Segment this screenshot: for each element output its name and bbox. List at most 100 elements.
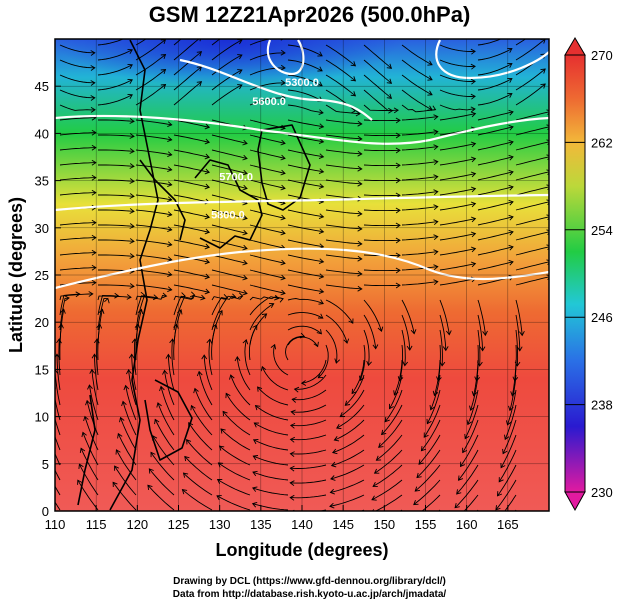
streamline-arrowhead [406,345,413,351]
streamline-arrowhead [91,219,97,226]
streamline [135,164,172,171]
streamline-arrowhead [471,391,478,397]
streamline [59,162,96,166]
streamline [273,344,289,376]
streamline-arrowhead [117,432,123,439]
streamline-arrowhead [507,92,513,98]
streamline-arrowhead [196,51,203,57]
streamline [116,449,137,481]
streamline [173,194,210,203]
streamline-arrowhead [206,338,213,344]
streamline-arrowhead [251,501,258,508]
streamline [173,134,210,143]
streamline [290,434,327,441]
streamline [287,44,323,57]
streamline-arrowhead [318,213,325,220]
streamline [433,359,441,396]
streamline [473,359,479,396]
streamline [418,434,441,465]
streamline-arrowhead [280,49,286,56]
streamline-arrowhead [91,174,97,181]
streamline-arrowhead [377,326,384,333]
streamline [287,104,324,114]
streamline-arrowhead [508,139,514,146]
streamline [167,354,175,391]
streamline-arrowhead [427,75,433,81]
colorbar-ticks: 230 238 246 254 262 270 [565,48,613,500]
streamline-arrowhead [413,500,419,506]
streamline [148,468,175,496]
streamline [290,494,327,499]
streamline-arrowhead [508,169,514,176]
streamline [401,161,438,166]
streamline [287,269,324,278]
y-tick-label: 5 [42,457,49,472]
streamline-arrowhead [190,291,196,298]
streamline-arrowhead [160,83,167,90]
streamline [325,74,356,97]
streamline-arrowhead [462,447,468,454]
streamline-arrowhead [329,488,335,495]
streamline [287,254,324,263]
streamline-arrowhead [280,94,286,101]
streamline [330,479,365,493]
streamline-arrowhead [334,358,341,364]
streamline-arrowhead [418,459,424,465]
streamline [359,344,366,381]
streamline-arrowhead [318,299,324,305]
streamline [339,389,365,417]
streamline [363,284,401,287]
streamline [285,336,305,361]
streamline [515,141,549,151]
streamline-arrowhead [280,64,286,71]
streamline-arrowhead [237,69,243,75]
streamline [477,171,514,181]
streamline-arrowhead [162,369,168,375]
streamline [401,146,438,151]
y-tick-label: 35 [35,174,49,189]
streamline-arrowhead [167,241,173,248]
streamline [98,179,135,182]
streamline [249,134,286,144]
streamline [122,401,137,436]
credit-dcl: Drawing by DCL (https://www.gfd-dennou.o… [173,576,446,587]
streamline-arrowhead [502,448,508,455]
streamline-arrowhead [289,451,295,457]
streamline [439,263,476,271]
streamline [515,83,546,106]
streamline [147,484,175,511]
streamline [287,74,323,87]
streamline-arrowhead [433,234,439,241]
streamline [477,156,514,166]
streamline-arrowhead [318,258,325,265]
streamline [173,294,196,316]
streamline-arrowhead [318,123,325,130]
streamline [515,111,549,121]
streamline-arrowhead [395,267,401,274]
streamline [120,417,137,451]
streamline-arrowhead [470,201,477,208]
streamline [325,239,362,245]
streamline-arrowhead [375,455,382,461]
streamline-arrowhead [90,107,96,113]
streamline-arrowhead [261,313,268,319]
streamline-arrowhead [280,184,286,191]
streamline [363,224,401,227]
streamline [59,297,70,331]
streamline-arrowhead [161,292,168,299]
streamline [477,186,514,196]
streamline-arrowhead [193,387,199,394]
streamline-arrowhead [470,93,476,100]
streamline [97,64,133,76]
streamline-arrowhead [121,400,127,407]
streamline-arrowhead [90,65,96,71]
x-tick-label: 130 [209,517,231,532]
streamline [133,339,137,376]
streamline-arrowhead [222,410,228,417]
streamline [363,164,401,167]
y-tick-label: 30 [35,221,49,236]
streamline-arrowhead [91,129,97,136]
streamline-arrowhead [270,343,277,350]
streamline-arrowhead [204,288,211,295]
streamline [287,59,323,72]
